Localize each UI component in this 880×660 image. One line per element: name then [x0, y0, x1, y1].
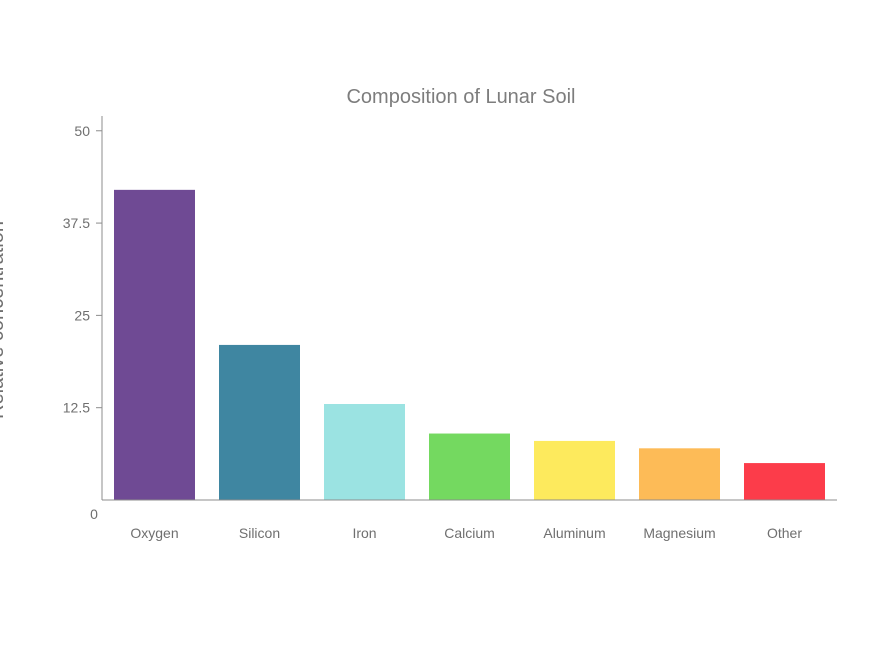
x-tick-label-magnesium: Magnesium	[643, 525, 715, 541]
bars-layer	[114, 189, 825, 500]
y-tick-label-12-5: 12.5	[63, 400, 90, 416]
bar-aluminum	[534, 440, 615, 500]
bar-iron	[324, 404, 405, 500]
y-tick-label-37-5: 37.5	[63, 215, 90, 231]
bar-silicon	[219, 344, 300, 500]
y-axis-title: Relative concentration	[0, 221, 8, 419]
chart-title: Composition of Lunar Soil	[346, 86, 575, 108]
y-axis: 0 12.5 25 37.5 50	[63, 123, 102, 522]
y-tick-label-0: 0	[90, 506, 98, 522]
x-tick-label-aluminum: Aluminum	[543, 525, 605, 541]
bar-calcium	[429, 433, 510, 500]
x-axis: Oxygen Silicon Iron Calcium Aluminum Magnesiu…	[130, 525, 802, 541]
y-tick-label-50: 50	[74, 123, 90, 139]
y-tick-label-25: 25	[74, 307, 90, 323]
x-tick-label-oxygen: Oxygen	[130, 525, 178, 541]
bar-oxygen	[114, 189, 195, 500]
x-tick-label-calcium: Calcium	[444, 525, 495, 541]
x-tick-label-silicon: Silicon	[239, 525, 280, 541]
bar-magnesium	[639, 448, 720, 500]
x-tick-label-iron: Iron	[352, 525, 376, 541]
x-tick-label-other: Other	[767, 525, 802, 541]
bar-other	[744, 463, 825, 500]
